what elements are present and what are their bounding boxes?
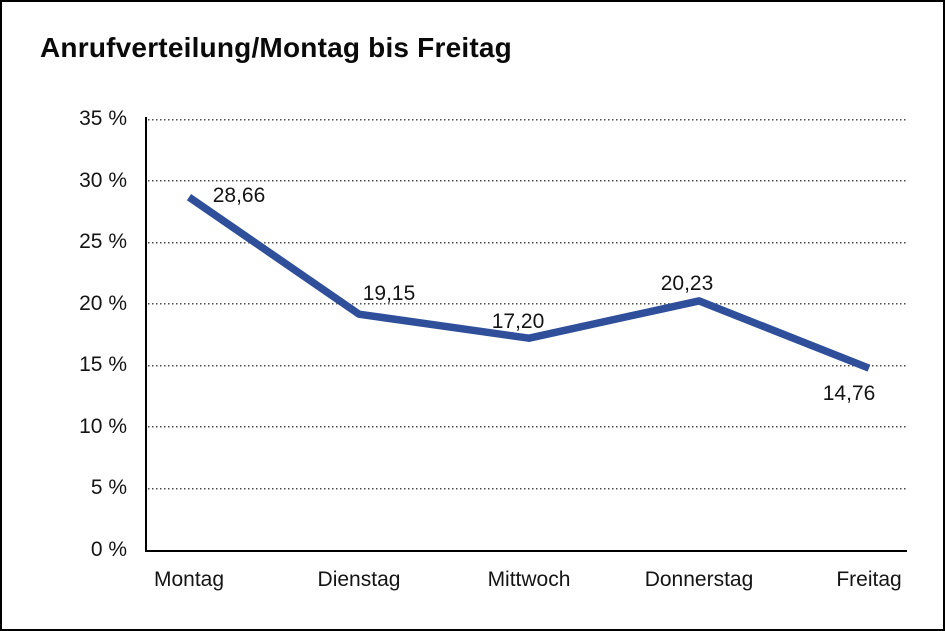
gridline <box>148 180 906 183</box>
data-point-label: 19,15 <box>362 282 416 306</box>
y-axis-tick-label: 15 % <box>79 353 127 377</box>
gridline <box>148 364 906 367</box>
x-axis-label: Montag <box>153 568 225 591</box>
gridline <box>148 241 906 244</box>
y-axis-tick-label: 5 % <box>90 476 127 500</box>
y-axis-tick-label: 10 % <box>79 414 127 438</box>
chart-title: Anrufverteilung/Montag bis Freitag <box>40 32 512 63</box>
data-point-label: 20,23 <box>660 271 714 295</box>
data-point-label: 17,20 <box>491 310 545 334</box>
y-axis-tick-label: 20 % <box>79 291 127 315</box>
x-axis-label: Dienstag <box>317 568 401 591</box>
gridline <box>148 487 906 490</box>
data-series-line <box>186 194 871 372</box>
y-axis-tick-label: 25 % <box>79 230 127 254</box>
gridline <box>148 426 906 429</box>
gridline <box>148 118 906 121</box>
y-axis-tick-label: 35 % <box>79 107 127 130</box>
y-axis-tick-label: 30 % <box>79 168 127 192</box>
y-axis-tick-label: 0 % <box>90 538 127 561</box>
data-point-label: 14,76 <box>822 382 876 406</box>
x-axis-label: Mittwoch <box>487 568 571 591</box>
x-axis-label: Freitag <box>836 568 902 591</box>
data-point-label: 28,66 <box>212 184 266 208</box>
x-axis-label: Donnerstag <box>644 568 754 591</box>
x-axis-line <box>145 550 907 552</box>
y-axis-line <box>145 117 147 552</box>
gridline <box>148 303 906 306</box>
